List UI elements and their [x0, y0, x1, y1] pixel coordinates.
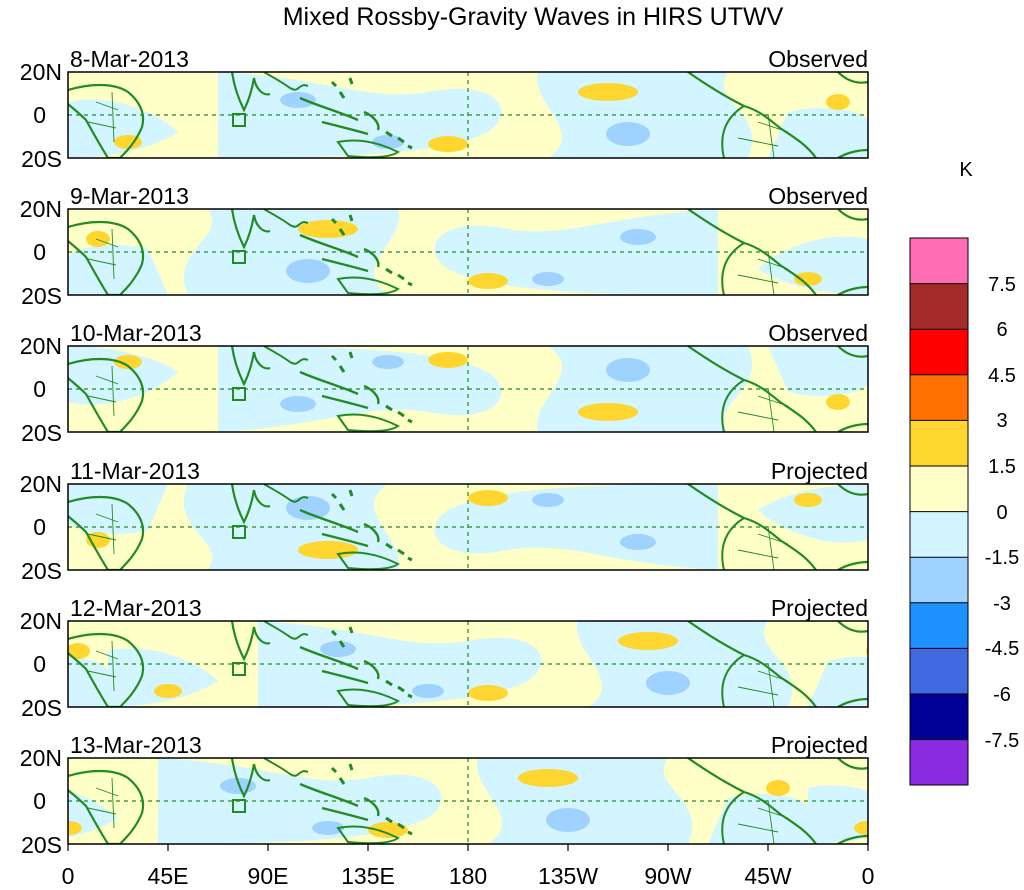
lat-label-0: 0: [33, 514, 46, 540]
panel-frame: [67, 71, 869, 159]
map-panel: 12-Mar-2013 Projected 20N 0 20S: [20, 595, 869, 721]
map-panel: 8-Mar-2013 Observed 20N 0 20S: [20, 46, 869, 172]
lat-label-20n: 20N: [20, 333, 62, 359]
lat-label-20s: 20S: [21, 832, 62, 858]
panel-date: 8-Mar-2013: [70, 46, 189, 72]
lon-axis: 0 45E 90E 135E 180 135W 90W 45W 0: [62, 863, 875, 889]
panel-status: Observed: [768, 183, 868, 209]
lat-label-0: 0: [33, 788, 46, 814]
panel-status: Observed: [768, 46, 868, 72]
colorbar-swatch: [910, 694, 968, 740]
lon-label: 45W: [744, 863, 792, 889]
colorbar-label: 1.5: [988, 456, 1016, 478]
panel-frame: [67, 208, 869, 296]
lon-label: 0: [62, 863, 75, 889]
panel-frame: [67, 620, 869, 708]
colorbar-label: 4.5: [988, 365, 1016, 387]
colorbar-label: -7.5: [985, 730, 1019, 752]
lon-label: 180: [449, 863, 487, 889]
lat-label-20s: 20S: [21, 146, 62, 172]
lon-label: 90W: [644, 863, 692, 889]
colorbar-label: 0: [996, 502, 1007, 524]
colorbar: K 7.5 6 4.5 3 1.5 0 -1.5 -3 -4.5 -6 -: [909, 159, 1019, 786]
lat-label-20s: 20S: [21, 558, 62, 584]
colorbar-swatch: [910, 602, 968, 649]
panel-status: Projected: [771, 595, 868, 621]
lat-label-20n: 20N: [20, 745, 62, 771]
map-panel: 13-Mar-2013 Projected 20N 0 20S: [20, 732, 869, 858]
lon-label: 0: [862, 863, 875, 889]
map-panel: 10-Mar-2013 Observed 20N 0 20S: [20, 320, 869, 446]
lon-label: 135W: [538, 863, 598, 889]
colorbar-label: -3: [993, 593, 1011, 615]
panel-status: Projected: [771, 458, 868, 484]
lon-label: 135E: [341, 863, 395, 889]
colorbar-swatch: [910, 283, 968, 330]
lon-label: 90E: [248, 863, 289, 889]
lat-label-20s: 20S: [21, 695, 62, 721]
panel-frame: [67, 483, 869, 571]
lat-label-20s: 20S: [21, 283, 62, 309]
lat-label-0: 0: [33, 651, 46, 677]
lat-label-20n: 20N: [20, 196, 62, 222]
panel-date: 10-Mar-2013: [70, 320, 202, 346]
lat-label-0: 0: [33, 239, 46, 265]
colorbar-swatch: [910, 374, 968, 421]
colorbar-label: 7.5: [988, 274, 1016, 296]
colorbar-swatch: [910, 648, 968, 694]
colorbar-label: -6: [993, 684, 1011, 706]
map-panel: 11-Mar-2013 Projected 20N 0 20S: [20, 458, 869, 584]
panel-date: 9-Mar-2013: [70, 183, 189, 209]
lat-label-20n: 20N: [20, 608, 62, 634]
lat-label-0: 0: [33, 102, 46, 128]
panel-status: Projected: [771, 732, 868, 758]
chart-title: Mixed Rossby-Gravity Waves in HIRS UTWV: [283, 3, 784, 31]
lat-label-20n: 20N: [20, 59, 62, 85]
colorbar-swatch: [910, 420, 968, 466]
colorbar-swatch: [910, 329, 968, 375]
lat-label-20s: 20S: [21, 420, 62, 446]
colorbar-unit: K: [959, 159, 973, 181]
colorbar-swatch: [910, 511, 968, 558]
lon-label: 45E: [148, 863, 189, 889]
colorbar-swatch: [910, 238, 968, 284]
panel-date: 11-Mar-2013: [70, 458, 200, 484]
panel-date: 13-Mar-2013: [70, 732, 202, 758]
panel-date: 12-Mar-2013: [70, 595, 202, 621]
colorbar-label: 6: [996, 319, 1007, 341]
colorbar-label: 3: [996, 410, 1007, 432]
colorbar-swatch: [910, 466, 968, 512]
panel-frame: [67, 345, 869, 433]
colorbar-swatch: [910, 557, 968, 603]
lat-label-20n: 20N: [20, 471, 62, 497]
lon-ticks: [67, 844, 869, 851]
colorbar-label: -1.5: [985, 547, 1019, 569]
map-panel: 9-Mar-2013 Observed 20N 0 20S: [20, 183, 869, 309]
panel-status: Observed: [768, 320, 868, 346]
colorbar-label: -4.5: [985, 638, 1019, 660]
colorbar-swatch: [910, 739, 968, 786]
lat-label-0: 0: [33, 376, 46, 402]
